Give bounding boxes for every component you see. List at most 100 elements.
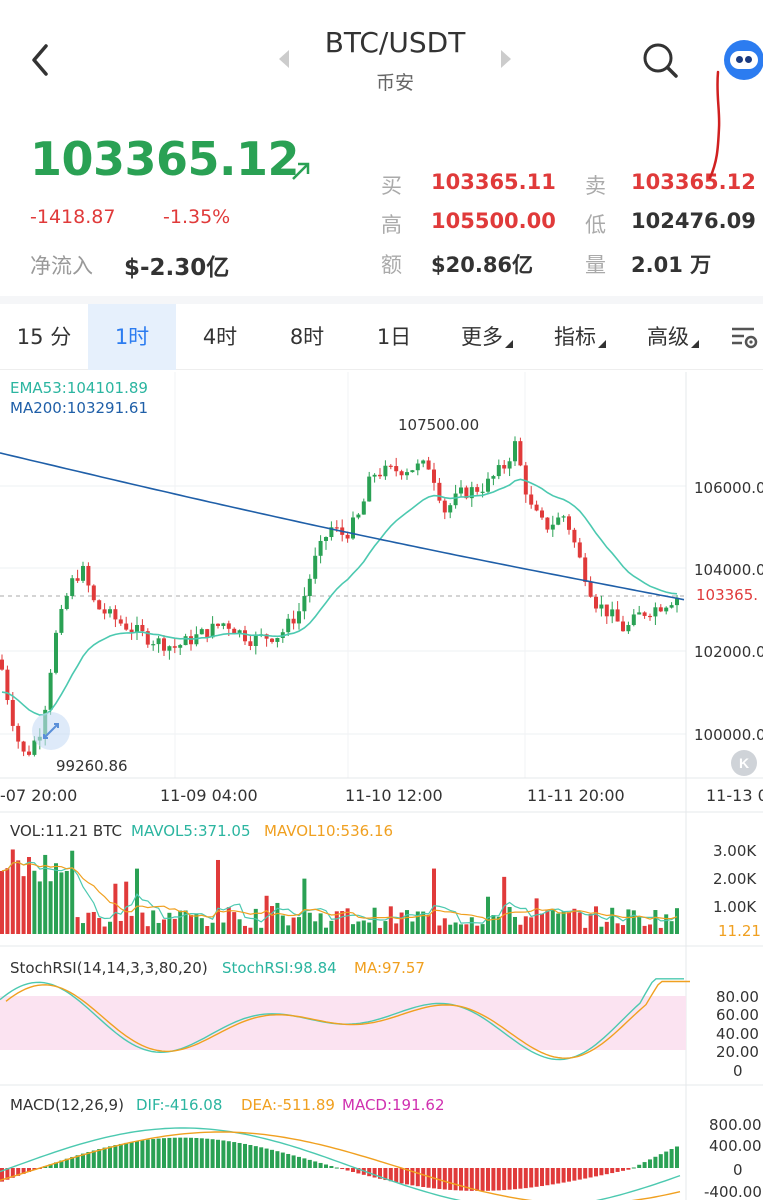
trend-up-arrow-icon bbox=[292, 162, 310, 180]
candle-body bbox=[221, 623, 226, 626]
volume-bar bbox=[550, 908, 555, 934]
candle-body bbox=[178, 645, 183, 648]
search-icon[interactable] bbox=[640, 40, 680, 80]
stochrsi-ma: MA:97.57 bbox=[354, 959, 425, 977]
macd-histogram-bar bbox=[70, 1156, 75, 1168]
macd-histogram-bar bbox=[259, 1147, 264, 1168]
next-pair-icon[interactable] bbox=[500, 48, 512, 70]
high-marker: 107500.00 bbox=[398, 416, 480, 434]
candle-body bbox=[297, 611, 301, 624]
candle-body bbox=[226, 623, 231, 629]
prev-pair-icon[interactable] bbox=[278, 48, 290, 70]
stochrsi-value: StochRSI:98.84 bbox=[222, 959, 337, 977]
tab-indicators[interactable]: 指标 bbox=[534, 304, 626, 370]
interval-tabs: 15 分 1时 4时 8时 1日 更多 指标 高级 bbox=[0, 304, 763, 370]
candle-body bbox=[32, 740, 37, 755]
candle-body bbox=[464, 487, 469, 499]
volume-bar bbox=[351, 924, 355, 934]
tab-4h[interactable]: 4时 bbox=[176, 304, 264, 370]
volume-bar bbox=[415, 911, 420, 934]
macd-histogram-bar bbox=[421, 1168, 426, 1188]
tab-advanced[interactable]: 高级 bbox=[626, 304, 720, 370]
macd-histogram-bar bbox=[151, 1139, 156, 1168]
candle-body bbox=[383, 465, 388, 477]
volume-bar bbox=[32, 870, 37, 934]
volume-bar bbox=[189, 915, 193, 934]
x-date: 11-10 12:00 bbox=[345, 786, 443, 805]
candle-body bbox=[448, 505, 453, 513]
macd-histogram-bar bbox=[394, 1168, 399, 1183]
candle-body bbox=[669, 605, 674, 608]
y-tick: 100000.0 bbox=[694, 726, 763, 744]
candle-body bbox=[432, 469, 436, 483]
volume-bar bbox=[226, 907, 231, 934]
buy-label: 买 bbox=[381, 174, 402, 198]
macd-histogram-bar bbox=[118, 1143, 123, 1168]
tab-more[interactable]: 更多 bbox=[440, 304, 534, 370]
ma200-line bbox=[0, 452, 685, 601]
macd-histogram-bar bbox=[302, 1158, 307, 1168]
macd-histogram-bar bbox=[340, 1168, 345, 1170]
candle-body bbox=[361, 501, 366, 515]
macd-histogram-bar bbox=[615, 1168, 620, 1172]
macd-histogram-bar bbox=[561, 1168, 566, 1183]
volume-bar bbox=[475, 925, 480, 934]
candle-body bbox=[145, 631, 150, 645]
candle-body bbox=[421, 460, 426, 464]
macd-histogram-bar bbox=[631, 1167, 636, 1169]
dropdown-corner-icon bbox=[598, 340, 606, 348]
candle-body bbox=[637, 612, 642, 615]
candle-body bbox=[167, 646, 172, 651]
assistant-bot-icon[interactable] bbox=[724, 40, 763, 80]
volume-bar bbox=[237, 919, 242, 934]
amount-label: 额 bbox=[381, 253, 402, 277]
tab-15m[interactable]: 15 分 bbox=[0, 304, 88, 370]
volume-bar bbox=[86, 912, 91, 934]
candle-body bbox=[583, 557, 588, 582]
macd-histogram-bar bbox=[16, 1168, 21, 1176]
pair-title[interactable]: BTC/USDT bbox=[324, 26, 466, 59]
tab-label: 更多 bbox=[461, 325, 503, 349]
candle-body bbox=[469, 487, 474, 499]
volume-bar bbox=[102, 926, 107, 934]
candle-body bbox=[54, 632, 58, 673]
macd-histogram-bar bbox=[664, 1151, 669, 1168]
tab-8h[interactable]: 8时 bbox=[264, 304, 350, 370]
candle-body bbox=[507, 461, 512, 469]
candle-body bbox=[81, 565, 85, 581]
volume-bar bbox=[0, 870, 4, 934]
expand-icon[interactable] bbox=[32, 712, 70, 750]
candle-body bbox=[291, 618, 296, 624]
candle-body bbox=[664, 607, 669, 612]
macd-y-tick: -400.00 bbox=[704, 1183, 762, 1200]
tab-1h[interactable]: 1时 bbox=[88, 304, 176, 370]
volume-bar bbox=[372, 907, 377, 934]
tab-1d[interactable]: 1日 bbox=[350, 304, 438, 370]
candle-body bbox=[253, 634, 258, 646]
volume-bar bbox=[75, 917, 80, 934]
candle-body bbox=[5, 669, 10, 701]
volume-bar bbox=[108, 921, 112, 934]
macd-histogram-bar bbox=[469, 1168, 474, 1191]
volume-bar bbox=[129, 915, 134, 934]
macd-histogram-bar bbox=[86, 1152, 91, 1168]
volume-bar bbox=[216, 859, 220, 934]
mavol5-line bbox=[1, 861, 678, 924]
vol-current-tag: 11.21 bbox=[718, 922, 761, 940]
stoch-y-tick: 60.00 bbox=[716, 1006, 759, 1024]
back-icon[interactable] bbox=[28, 40, 56, 80]
kline-chart[interactable] bbox=[0, 372, 763, 1200]
macd-histogram-bar bbox=[248, 1145, 253, 1168]
low-label: 低 bbox=[585, 213, 606, 237]
volume-bar bbox=[658, 927, 663, 934]
volume-bar bbox=[594, 906, 598, 934]
k-icon[interactable]: K bbox=[731, 750, 757, 776]
macd-histogram-bar bbox=[205, 1138, 210, 1168]
mavol10-label: MAVOL10:536.16 bbox=[264, 822, 394, 840]
y-tick: 102000.0 bbox=[694, 643, 763, 661]
macd-histogram-bar bbox=[540, 1168, 544, 1187]
candle-body bbox=[237, 630, 242, 634]
chart-settings-icon[interactable] bbox=[728, 322, 760, 352]
macd-histogram-bar bbox=[43, 1166, 48, 1168]
macd-histogram-bar bbox=[324, 1164, 328, 1168]
